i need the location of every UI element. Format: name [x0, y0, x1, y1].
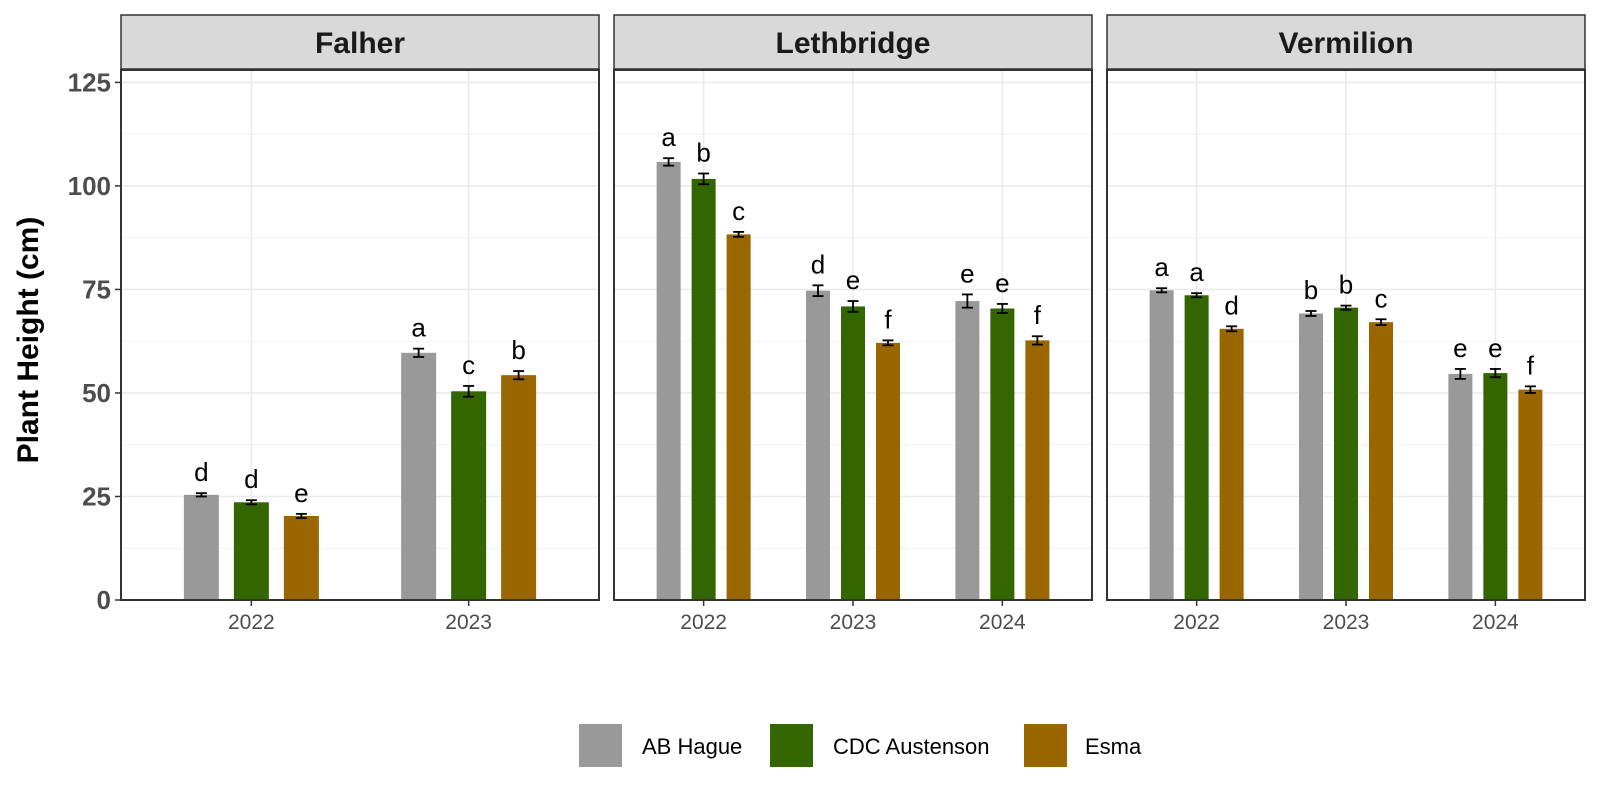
- bar: [1149, 290, 1174, 600]
- significance-letter: e: [995, 268, 1009, 298]
- significance-letter: e: [960, 258, 974, 288]
- panel-falher: Falher d d e 2022 a c b 2023: [120, 14, 600, 634]
- y-axis: 0 25 50 75 100 125: [68, 67, 121, 615]
- significance-letter: b: [511, 335, 525, 365]
- bar: [806, 290, 830, 600]
- bar: [1299, 313, 1323, 600]
- legend-label: CDC Austenson: [833, 734, 990, 759]
- bar: [1518, 389, 1543, 600]
- bar: [1334, 307, 1358, 600]
- significance-letter: a: [411, 313, 426, 343]
- significance-letter: e: [846, 265, 860, 295]
- significance-letter: d: [1224, 290, 1238, 320]
- significance-letter: f: [1034, 300, 1042, 330]
- significance-letter: e: [1488, 333, 1502, 363]
- legend-key: [579, 724, 622, 767]
- bar: [1219, 328, 1244, 600]
- x-tick-label: 2023: [445, 611, 492, 634]
- bar: [451, 391, 487, 600]
- bar: [183, 494, 219, 600]
- legend-key: [770, 724, 813, 767]
- panel-title: Falher: [315, 27, 405, 60]
- y-tick-label: 0: [97, 585, 111, 615]
- bar: [841, 306, 865, 600]
- significance-letter: e: [1453, 333, 1467, 363]
- significance-letter: a: [1154, 252, 1169, 282]
- legend-item: AB Hague: [579, 724, 742, 767]
- x-tick-label: 2022: [680, 611, 727, 634]
- significance-letter: f: [884, 304, 892, 334]
- legend-item: Esma: [1024, 724, 1142, 767]
- legend-item: CDC Austenson: [770, 724, 990, 767]
- legend: AB Hague CDC Austenson Esma: [579, 724, 1142, 767]
- significance-letter: b: [1339, 270, 1353, 300]
- significance-letter: b: [696, 138, 710, 168]
- significance-letter: d: [194, 457, 208, 487]
- y-tick-label: 75: [82, 274, 111, 304]
- bar: [283, 515, 319, 600]
- significance-letter: b: [1304, 275, 1318, 305]
- y-tick-label: 25: [82, 481, 111, 511]
- legend-label: Esma: [1085, 734, 1142, 759]
- bar: [691, 178, 716, 600]
- x-tick-label: 2022: [228, 611, 275, 634]
- significance-letter: c: [732, 196, 745, 226]
- bar: [1369, 322, 1393, 600]
- panel-border: [1106, 69, 1586, 601]
- bar: [726, 234, 751, 600]
- bar: [233, 502, 269, 600]
- significance-letter: d: [244, 464, 258, 494]
- significance-letter: d: [811, 249, 825, 279]
- panel-strip: [120, 14, 600, 70]
- x-tick-label: 2024: [979, 611, 1026, 634]
- legend-key: [1024, 724, 1067, 767]
- bar: [955, 301, 980, 600]
- bar: [501, 375, 537, 600]
- bar: [401, 352, 437, 600]
- bar: [1025, 340, 1050, 600]
- y-tick-label: 50: [82, 378, 111, 408]
- panel-border: [613, 69, 1093, 601]
- bar: [1483, 373, 1508, 600]
- significance-letter: f: [1527, 350, 1535, 380]
- x-tick-label: 2022: [1173, 611, 1220, 634]
- significance-letter: e: [294, 478, 308, 508]
- panel-title: Vermilion: [1278, 27, 1413, 60]
- y-tick-label: 100: [68, 171, 111, 201]
- significance-letter: c: [1375, 283, 1388, 313]
- panel-border: [120, 69, 600, 601]
- panel-title: Lethbridge: [776, 27, 931, 60]
- bar: [876, 342, 900, 600]
- panel-strip: [1106, 14, 1586, 70]
- y-axis-label: Plant Height (cm): [12, 217, 45, 464]
- x-tick-label: 2023: [830, 611, 877, 634]
- x-tick-label: 2023: [1323, 611, 1370, 634]
- bar: [656, 161, 681, 600]
- y-tick-label: 125: [68, 67, 111, 97]
- legend-label: AB Hague: [642, 734, 742, 759]
- bar: [1184, 295, 1209, 600]
- significance-letter: a: [661, 122, 676, 152]
- significance-letter: a: [1189, 257, 1204, 287]
- bar: [990, 308, 1015, 600]
- significance-letter: c: [462, 350, 475, 380]
- x-tick-label: 2024: [1472, 611, 1519, 634]
- bar: [1448, 373, 1473, 600]
